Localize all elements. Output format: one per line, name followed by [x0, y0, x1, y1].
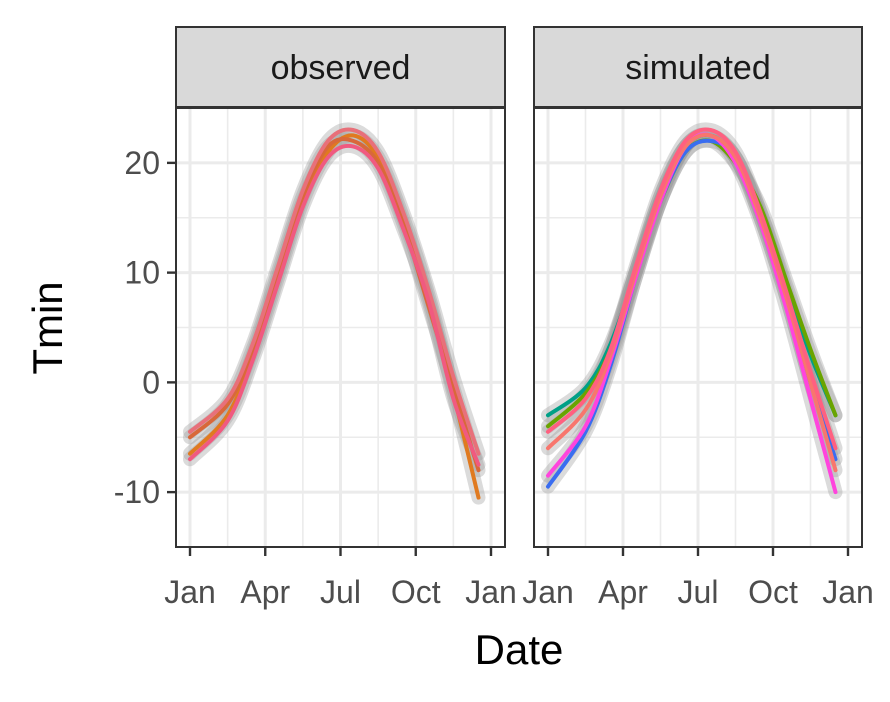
series-group [541, 122, 843, 500]
x-tick-label: Jan [164, 574, 216, 610]
x-tick-label: Oct [748, 574, 798, 610]
series-line [546, 127, 838, 451]
gridlines [534, 107, 862, 548]
facet-panel-observed: observed Jan Apr Jul Oct Jan [164, 26, 517, 610]
x-axis-title: Date [475, 626, 564, 673]
x-tick-label: Apr [598, 574, 648, 610]
x-tick-label: Jan [522, 574, 574, 610]
x-tick-label: Jul [678, 574, 719, 610]
series-group [183, 122, 486, 505]
y-axis-title: Tmin [24, 281, 71, 374]
series-line [188, 127, 481, 456]
y-tick-label: 0 [142, 364, 160, 400]
y-tick-label: 20 [124, 145, 160, 181]
facet-strip-label: observed [271, 49, 411, 87]
panels-layer: observed Jan Apr Jul Oct Jan simulated Jan Apr Ju… [164, 26, 874, 610]
x-tick-label: Jan [822, 574, 874, 610]
facet-panel-simulated: simulated Jan Apr Jul Oct Jan [522, 26, 874, 610]
x-tick-label: Jul [320, 574, 361, 610]
facet-strip-label: simulated [625, 49, 771, 87]
y-axis: -10 0 10 20 [114, 145, 176, 510]
series-line [188, 143, 481, 467]
y-tick-label: 10 [124, 255, 160, 291]
facet-strip [533, 26, 863, 108]
x-tick-label: Oct [391, 574, 441, 610]
y-tick-label: -10 [114, 474, 160, 510]
x-tick-label: Apr [240, 574, 290, 610]
x-tick-label: Jan [465, 574, 517, 610]
facet-strip [175, 26, 506, 108]
